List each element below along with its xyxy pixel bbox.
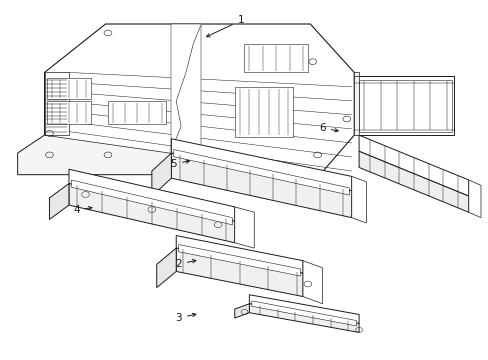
Polygon shape [176,235,303,273]
Polygon shape [351,176,366,223]
Polygon shape [358,135,468,196]
Polygon shape [358,151,468,212]
Polygon shape [171,139,351,191]
Polygon shape [234,304,249,318]
Polygon shape [356,76,453,135]
Polygon shape [178,244,300,276]
Polygon shape [234,87,293,137]
Polygon shape [44,72,69,135]
Polygon shape [249,295,358,323]
Polygon shape [18,135,320,175]
Text: 2: 2 [175,259,196,269]
Polygon shape [303,261,322,304]
Polygon shape [152,153,171,196]
Text: 4: 4 [73,206,92,216]
Polygon shape [69,169,234,221]
Polygon shape [49,184,69,220]
Text: 3: 3 [175,313,196,323]
Polygon shape [249,304,358,332]
Polygon shape [173,149,348,195]
Polygon shape [171,24,200,175]
Polygon shape [69,184,234,243]
Polygon shape [47,78,91,99]
Text: 1: 1 [206,15,244,37]
Polygon shape [71,180,232,225]
Polygon shape [244,44,307,72]
Text: 6: 6 [319,123,338,133]
Polygon shape [47,101,91,125]
Polygon shape [171,153,351,218]
Polygon shape [234,207,254,248]
Text: 5: 5 [170,159,189,169]
Polygon shape [353,72,358,135]
Polygon shape [108,101,166,125]
Polygon shape [176,248,303,297]
Polygon shape [358,80,451,132]
Polygon shape [251,301,356,326]
Polygon shape [157,248,176,288]
Polygon shape [18,24,353,175]
Polygon shape [468,180,480,218]
